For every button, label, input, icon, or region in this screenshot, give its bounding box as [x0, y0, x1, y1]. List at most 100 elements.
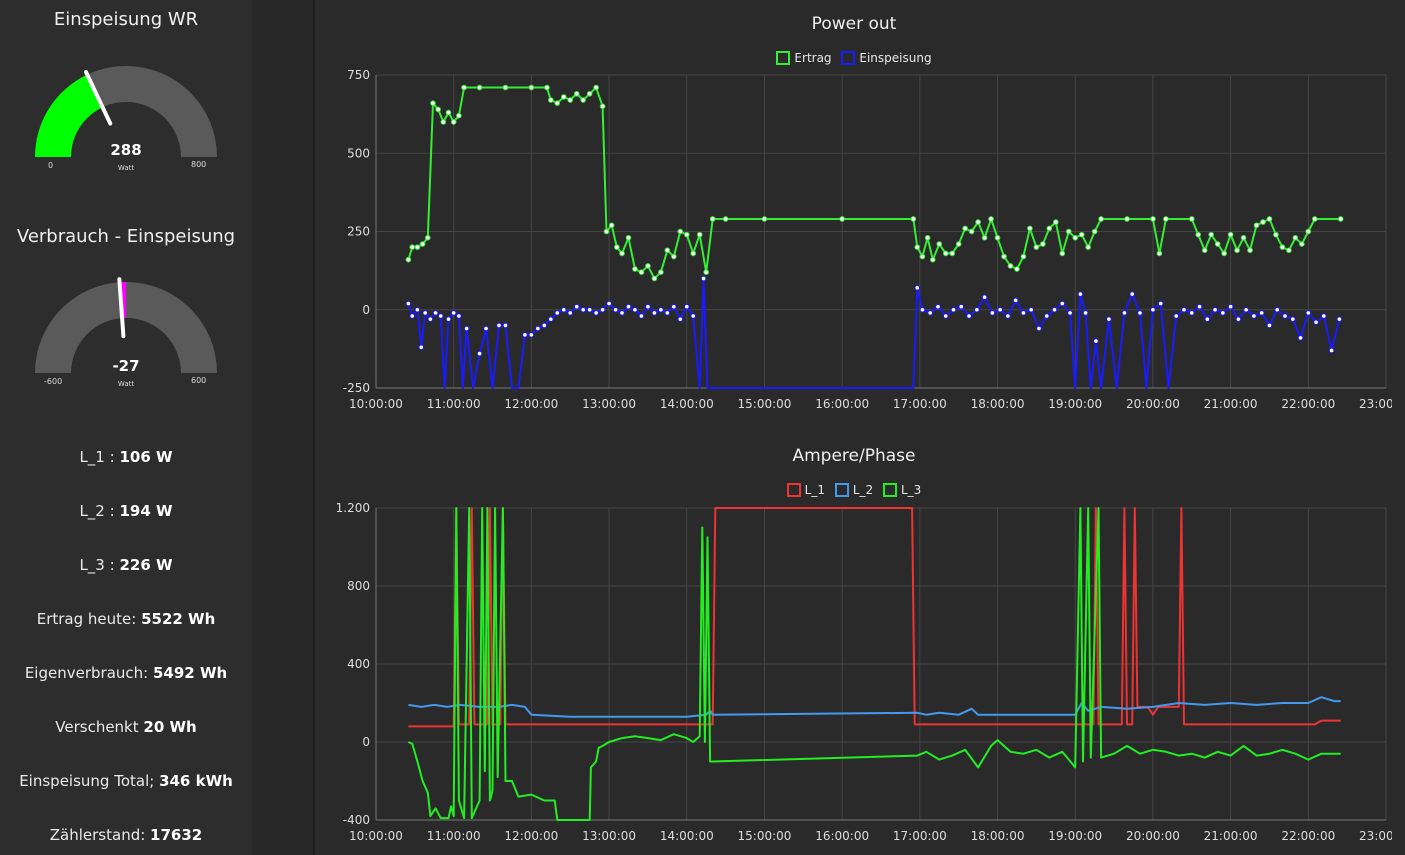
chart-power-out: 750 500 250 0 -250 10:00:00 11:00:00 12:00:00 13…: [343, 68, 1392, 411]
data-point: [651, 275, 658, 282]
data-point: [658, 306, 664, 313]
data-point: [424, 234, 431, 241]
stat-einspeisung-total: Einspeisung Total; 346 kWh: [0, 772, 252, 790]
data-point: [1253, 222, 1260, 229]
data-point: [614, 244, 620, 250]
data-point: [1093, 338, 1099, 344]
legend-item-l2[interactable]: L_2: [834, 483, 874, 497]
data-point: [690, 250, 697, 257]
data-point: [1091, 228, 1098, 235]
data-point: [463, 325, 470, 332]
data-point: [1196, 303, 1203, 310]
data-point: [586, 90, 593, 97]
data-point: [651, 310, 658, 316]
gauge-title-verbrauch-einspeisung: Verbrauch - Einspeisung: [16, 226, 236, 247]
data-point: [1240, 234, 1247, 241]
stat-label: L_1 :: [79, 448, 120, 466]
y-tick-label: 750: [347, 68, 370, 82]
data-point: [958, 303, 965, 310]
data-point: [1212, 306, 1218, 313]
data-point: [683, 231, 690, 238]
data-point: [483, 325, 489, 332]
data-point: [1201, 247, 1208, 254]
data-point: [914, 244, 921, 250]
data-point: [541, 322, 548, 329]
data-point: [722, 216, 729, 222]
data-point: [703, 269, 709, 275]
data-point: [989, 310, 996, 316]
data-point: [638, 313, 645, 319]
legend-swatch: [786, 483, 801, 497]
data-point: [1328, 347, 1335, 354]
stat-value: 5522 Wh: [141, 610, 216, 628]
data-point: [1266, 216, 1273, 222]
data-point: [664, 310, 671, 316]
data-point: [528, 84, 535, 91]
data-point: [456, 313, 462, 319]
data-point: [567, 310, 574, 316]
data-point: [1046, 225, 1053, 232]
data-point: [709, 216, 716, 222]
data-point: [1188, 310, 1195, 316]
x-tick-label: 14:00:00: [660, 829, 714, 843]
data-point: [1053, 219, 1059, 225]
stat-value: 226 W: [119, 556, 173, 574]
stat-value: 20 Wh: [143, 718, 197, 736]
x-tick-label: 18:00:00: [971, 397, 1025, 411]
data-point: [625, 303, 632, 310]
x-tick-label: 21:00:00: [1204, 829, 1258, 843]
y-tick-label: -400: [343, 813, 370, 827]
legend-item-l3[interactable]: L_3: [882, 483, 921, 497]
data-point: [414, 306, 421, 313]
data-point: [1150, 216, 1156, 222]
data-point: [573, 90, 580, 97]
data-point: [981, 234, 988, 241]
data-point: [1227, 303, 1234, 310]
data-point: [1227, 231, 1234, 238]
legend-item-ertrag[interactable]: Ertrag: [776, 51, 832, 65]
data-point: [419, 241, 426, 247]
data-point: [560, 306, 567, 313]
data-point: [1289, 316, 1296, 322]
data-point: [1282, 313, 1288, 319]
data-point: [1007, 263, 1014, 269]
legend-item-einspeisung[interactable]: Einspeisung: [841, 51, 932, 65]
data-point: [1235, 316, 1242, 322]
data-point: [599, 103, 606, 110]
data-point: [936, 241, 943, 247]
stat-label: Einspeisung Total;: [19, 772, 160, 790]
data-point: [1266, 322, 1273, 329]
stat-l3: L_3 : 226 W: [0, 556, 252, 574]
legend-item-l1[interactable]: L_1: [786, 483, 825, 497]
x-tick-label: 19:00:00: [1048, 397, 1102, 411]
data-point: [1020, 310, 1027, 316]
x-tick-label: 11:00:00: [427, 397, 481, 411]
data-point: [645, 303, 651, 310]
data-point: [450, 310, 457, 316]
legend-label: L_2: [852, 483, 874, 497]
stat-eigenverbrauch: Eigenverbrauch: 5492 Wh: [0, 664, 252, 682]
data-point: [1299, 241, 1305, 247]
data-point: [476, 84, 483, 91]
stat-label: Ertrag heute:: [36, 610, 142, 628]
data-point: [544, 84, 550, 91]
data-point: [677, 228, 684, 235]
data-point: [580, 306, 586, 313]
data-point: [1020, 253, 1027, 260]
legend-ampere-phase: L_1 L_2 L_3: [316, 483, 1392, 500]
data-point: [554, 310, 561, 316]
x-tick-label: 13:00:00: [582, 397, 636, 411]
data-point: [910, 216, 917, 222]
y-tick-label: 400: [347, 657, 370, 671]
data-point: [1305, 228, 1312, 235]
data-point: [1059, 300, 1066, 307]
data-point: [608, 222, 615, 229]
column-gutter: [252, 0, 314, 855]
legend-swatch: [882, 483, 897, 497]
legend-power-out: Ertrag Einspeisung: [316, 51, 1392, 68]
x-tick-label: 15:00:00: [738, 397, 792, 411]
data-point: [1286, 247, 1292, 254]
data-point: [599, 306, 606, 313]
data-point: [1181, 306, 1187, 313]
series-line-einspeisung: [407, 277, 1341, 389]
